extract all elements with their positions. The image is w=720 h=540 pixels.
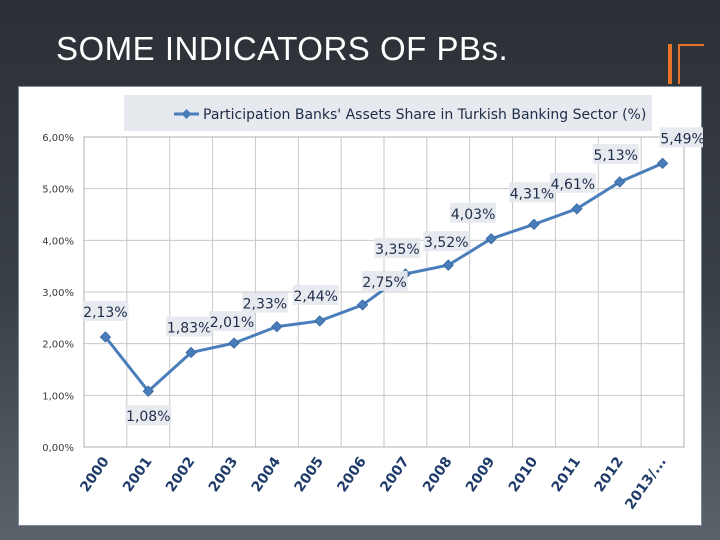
legend-box — [124, 95, 652, 131]
x-tick-label: 2011 — [549, 454, 584, 495]
data-point — [271, 320, 283, 333]
data-labels: 2,13% 1,08% 1,83%2,01% 2,33% 2,44% 2,75% 3,35%… — [82, 127, 703, 426]
data-label-bg — [374, 237, 421, 258]
data-label-bg — [241, 292, 288, 313]
data-label: 1,83% — [167, 320, 211, 336]
data-label-bg — [361, 270, 408, 291]
line-chart: 0,00% 1,00% 2,00% 3,00% 4,00% 5,00% 6,00% 2000… — [42, 95, 703, 513]
data-label-bg — [209, 311, 255, 332]
data-label: 5,13% — [593, 148, 637, 164]
legend-label: Participation Banks' Assets Share in Tur… — [203, 107, 646, 123]
y-tick-label: 4,00% — [42, 236, 74, 247]
x-tick-label: 2002 — [163, 454, 198, 495]
y-tick-label: 1,00% — [42, 391, 74, 402]
data-point — [228, 337, 240, 349]
data-label: 2,44% — [293, 289, 337, 305]
accent-decoration — [668, 44, 704, 84]
data-point — [656, 157, 669, 170]
data-point — [356, 299, 369, 311]
slide-title: SOME INDICATORS OF PBs. — [56, 30, 509, 67]
x-tick-label: 2007 — [377, 454, 412, 495]
data-label-bg — [292, 284, 339, 305]
data-point — [185, 346, 197, 359]
y-tick-label: 6,00% — [42, 133, 74, 144]
x-tick-label: 2012 — [592, 454, 627, 495]
x-tick-label: 2001 — [120, 454, 155, 495]
data-label-bg — [423, 231, 470, 252]
y-tick-label: 5,00% — [42, 185, 74, 196]
data-label-bg — [125, 405, 172, 426]
data-label: 5,49% — [660, 131, 703, 147]
data-label: 4,31% — [510, 186, 554, 202]
data-label: 2,75% — [362, 275, 406, 291]
data-point — [485, 233, 497, 245]
data-point — [142, 385, 154, 397]
x-axis-ticks: 2000 2001 2002 2003 2004 2005 2006 2007 2008 2009… — [77, 454, 670, 513]
data-label: 2,01% — [210, 315, 254, 331]
data-label-bg — [166, 316, 213, 337]
x-tick-label: 2005 — [292, 454, 327, 495]
x-tick-label: 2000 — [77, 454, 113, 495]
data-point — [442, 259, 454, 271]
y-tick-label: 0,00% — [42, 443, 74, 454]
data-label-bg — [509, 182, 555, 203]
y-tick-label: 3,00% — [42, 288, 74, 299]
data-label-bg — [549, 172, 596, 193]
data-point — [314, 315, 326, 327]
data-point — [528, 218, 540, 231]
chart-frame: 0,00% 1,00% 2,00% 3,00% 4,00% 5,00% 6,00% 2000… — [18, 86, 703, 526]
data-label-bg — [592, 143, 639, 164]
data-label: 3,52% — [424, 235, 468, 251]
plot-border — [83, 136, 685, 448]
y-tick-label: 2,00% — [42, 340, 74, 351]
data-point — [99, 331, 112, 343]
data-label-bg — [659, 127, 703, 148]
data-label: 4,61% — [551, 177, 595, 193]
data-point — [614, 176, 626, 188]
x-tick-label: 2009 — [463, 454, 498, 495]
data-label-bg — [450, 202, 497, 223]
x-tick-label: 2006 — [334, 454, 369, 495]
data-label: 4,03% — [451, 207, 495, 223]
x-tick-label: 2013/... — [622, 454, 670, 512]
x-tick-label: 2003 — [206, 454, 241, 495]
x-tick-label: 2004 — [249, 454, 285, 495]
data-label: 2,33% — [243, 297, 287, 313]
x-tick-label: 2010 — [506, 454, 542, 495]
legend: Participation Banks' Assets Share in Tur… — [124, 95, 652, 131]
data-label: 1,08% — [126, 409, 170, 425]
x-tick-label: 2008 — [420, 454, 455, 495]
data-point — [571, 203, 583, 215]
data-label: 2,13% — [83, 305, 127, 321]
y-axis-ticks: 0,00% 1,00% 2,00% 3,00% 4,00% 5,00% 6,00% — [42, 133, 74, 454]
legend-marker — [181, 109, 192, 119]
data-label: 3,35% — [375, 242, 419, 258]
data-label-bg — [82, 300, 129, 321]
